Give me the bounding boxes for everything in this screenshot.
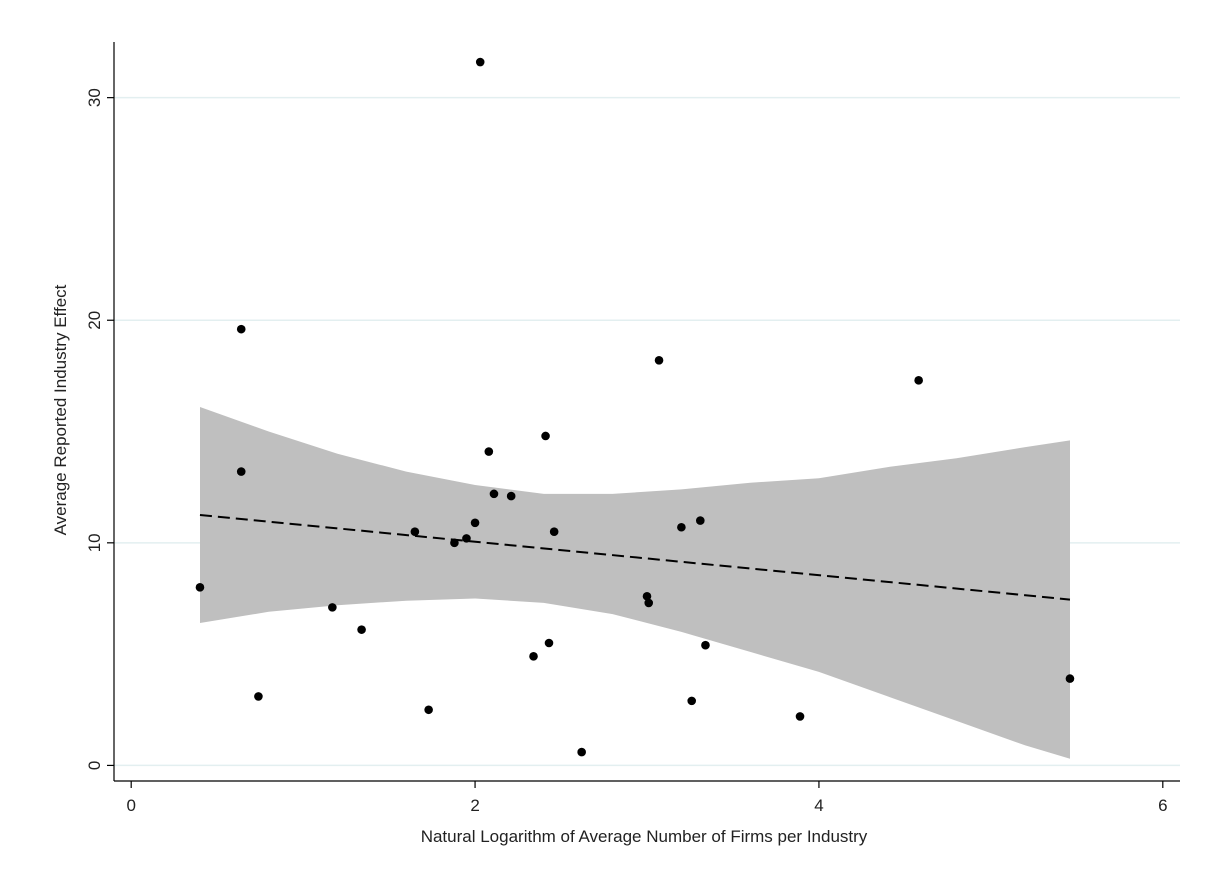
x-tick-label-2: 4: [814, 796, 823, 815]
data-point-24: [687, 696, 697, 706]
x-axis-title: Natural Logarithm of Average Number of F…: [421, 827, 868, 846]
confidence-band: [200, 407, 1070, 759]
data-point-28: [914, 376, 923, 385]
points-layer: [195, 57, 1075, 757]
data-point-15: [529, 652, 538, 661]
data-point-10: [470, 518, 480, 528]
y-axis-title: Average Reported Industry Effect: [51, 284, 70, 535]
data-point-4: [328, 603, 337, 612]
data-point-11: [475, 57, 485, 67]
data-point-19: [577, 747, 586, 757]
axis-layer: 0 2 4 6 0 10 20 30: [85, 42, 1180, 815]
data-point-23: [677, 522, 686, 532]
data-point-2: [236, 467, 246, 476]
data-point-1: [236, 324, 246, 334]
data-point-22: [654, 356, 664, 365]
y-tick-label-2: 20: [85, 311, 104, 330]
confidence-band-layer: [200, 407, 1070, 759]
x-tick-label-0: 0: [126, 796, 135, 815]
data-point-7: [424, 705, 433, 715]
data-point-16: [541, 431, 550, 441]
data-point-17: [544, 638, 554, 648]
data-point-26: [701, 640, 710, 650]
y-tick-label-3: 30: [85, 88, 104, 107]
data-point-9: [462, 534, 471, 543]
data-point-18: [549, 527, 559, 536]
data-point-6: [410, 527, 420, 536]
data-point-25: [696, 516, 705, 525]
x-tick-label-1: 2: [470, 796, 479, 815]
fit-line-layer: [199, 514, 1071, 601]
data-point-14: [506, 491, 516, 501]
y-tick-label-0: 0: [85, 761, 104, 770]
y-tick-label-1: 10: [85, 533, 104, 552]
x-tick-label-3: 6: [1158, 796, 1167, 815]
data-point-0: [195, 583, 205, 592]
data-point-5: [357, 625, 366, 634]
data-point-21: [644, 598, 654, 608]
data-point-29: [1065, 674, 1075, 683]
data-point-27: [795, 712, 805, 721]
data-point-12: [484, 447, 494, 456]
fit-line: [199, 514, 1071, 601]
data-point-8: [450, 538, 459, 548]
data-point-3: [254, 692, 263, 701]
data-point-20: [642, 591, 652, 601]
data-point-13: [489, 489, 499, 499]
